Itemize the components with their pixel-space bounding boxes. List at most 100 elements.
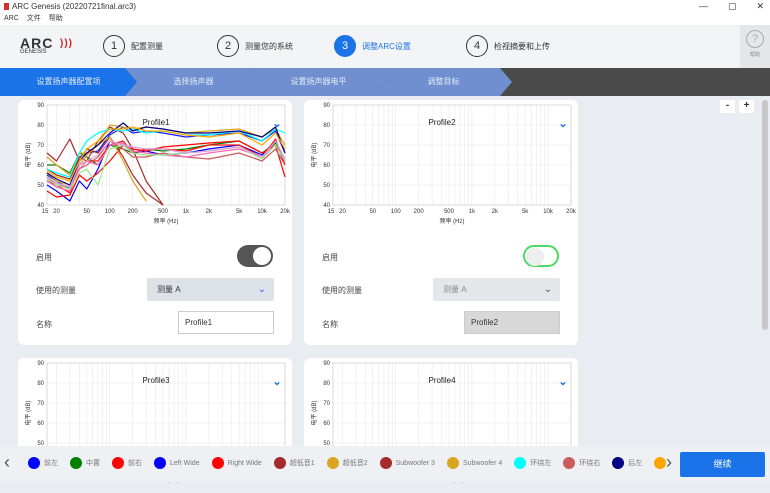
legend-dot	[28, 457, 40, 469]
measurement-select[interactable]: 测量 A ⌄	[147, 278, 274, 301]
legend-dot	[563, 457, 576, 469]
step-4[interactable]: 4 检视摘要和上传	[466, 35, 550, 57]
legend-label[interactable]: 超低音2	[342, 460, 368, 467]
name-input[interactable]: Profile2	[464, 311, 560, 334]
menu-help[interactable]: 帮助	[48, 15, 63, 22]
profile-card-4: 4050607080901520501002005001k2k5k10k20k频…	[304, 358, 578, 483]
chevron-down-icon[interactable]: ⌄	[558, 118, 567, 130]
y-axis-label: 电平 (dB)	[310, 400, 318, 425]
chevron-down-icon[interactable]: ⌄	[558, 376, 567, 388]
y-tick-label: 40	[323, 203, 330, 209]
x-tick-label: 2k	[206, 209, 213, 215]
y-tick-label: 60	[37, 163, 44, 169]
y-tick-label: 40	[37, 203, 44, 209]
restore-button[interactable]: ▢	[727, 1, 737, 11]
legend-label[interactable]: 超低音1	[289, 460, 315, 467]
x-axis-label: 频率 (Hz)	[154, 217, 179, 225]
app-icon	[4, 3, 9, 10]
chevron-down-icon[interactable]: ⌄	[272, 376, 281, 388]
y-tick-label: 70	[323, 143, 330, 149]
legend-label[interactable]: Subwoofer 4	[462, 459, 503, 467]
crumb-speaker-config[interactable]: 设置扬声器配置项	[0, 68, 137, 96]
help-icon: ?	[746, 30, 764, 48]
x-tick-label: 500	[158, 209, 169, 215]
close-button[interactable]: ✕	[756, 1, 764, 11]
plot-area	[332, 104, 572, 206]
y-tick-label: 70	[323, 401, 330, 407]
measurement-label: 使用的测量	[322, 286, 362, 295]
legend-label[interactable]: 前左	[44, 460, 58, 467]
legend-label[interactable]: Left Wide	[170, 459, 200, 467]
x-tick-label: 10k	[543, 209, 554, 215]
legend-dot	[446, 457, 459, 469]
y-tick-label: 60	[37, 421, 44, 427]
series-line	[46, 126, 286, 182]
zoom-in-button[interactable]: +	[739, 100, 754, 113]
name-label: 名称	[36, 320, 52, 329]
y-tick-label: 60	[323, 163, 330, 169]
continue-button[interactable]: 继续	[680, 452, 765, 477]
response-chart: 40 50 60 70 80 90 15 20 50 100 200 500 1k 2k 5k 10k 20k 频…	[310, 103, 577, 225]
menu-arc[interactable]: ARC	[4, 15, 19, 22]
breadcrumb: 设置扬声器配置项 选择扬声器 设置扬声器电平 调整目标	[0, 68, 770, 96]
legend-label[interactable]: 环绕右	[579, 460, 601, 467]
measurement-select[interactable]: 测量 A ⌄	[433, 278, 560, 301]
x-tick-label: 15	[42, 209, 49, 215]
legend-prev-icon[interactable]: ‹	[4, 452, 10, 472]
enable-toggle[interactable]	[523, 245, 559, 267]
y-tick-label: 90	[37, 103, 44, 109]
legend-label[interactable]: 前右	[128, 460, 142, 467]
y-axis-label: 电平 (dB)	[24, 142, 32, 167]
series-line	[46, 140, 286, 188]
crumb-adjust-target[interactable]: 调整目标	[375, 68, 512, 96]
enable-label: 启用	[322, 253, 338, 262]
profile-card-3: 4050607080901520501002005001k2k5k10k20k频…	[18, 358, 292, 483]
legend-dot	[70, 457, 82, 469]
minimize-button[interactable]: —	[698, 1, 708, 11]
arc-logo: ARC))) GENESIS	[20, 35, 73, 55]
wizard-header: ARC))) GENESIS 1 配置测量 2 测量您的系统 3 调整ARC设置 4 检视…	[0, 25, 770, 68]
name-input[interactable]: Profile1	[178, 311, 274, 334]
y-tick-label: 70	[37, 401, 44, 407]
legend-dot	[514, 457, 527, 469]
legend-label[interactable]: Right Wide	[227, 459, 262, 467]
y-tick-label: 80	[323, 123, 330, 129]
legend-next-icon[interactable]: ›	[666, 452, 672, 472]
x-tick-label: 2k	[492, 209, 499, 215]
profile-card-2: 40 50 60 70 80 90 15 20 50 100 200 500 1k 2k 5k 10k 20k 频…	[304, 100, 578, 345]
chevron-down-icon[interactable]: ⌄	[272, 118, 281, 130]
help-button[interactable]: ? 帮助	[740, 25, 770, 68]
plot-area	[46, 104, 286, 206]
y-tick-label: 50	[37, 183, 44, 189]
step-2[interactable]: 2 测量您的系统	[217, 35, 293, 57]
legend-dot	[612, 457, 625, 469]
zoom-out-button[interactable]: -	[720, 100, 735, 113]
menu-file[interactable]: 文件	[26, 15, 41, 22]
legend-dot	[112, 457, 124, 469]
x-tick-label: 100	[391, 209, 402, 215]
legend-dot	[273, 457, 286, 469]
chart-title: Profile2	[428, 118, 456, 127]
scrollbar[interactable]	[762, 100, 768, 330]
x-axis-label: 频率 (Hz)	[440, 217, 465, 225]
x-tick-label: 15	[328, 209, 335, 215]
y-tick-label: 70	[37, 143, 44, 149]
step-1[interactable]: 1 配置测量	[103, 35, 163, 57]
x-tick-label: 200	[414, 209, 425, 215]
name-label: 名称	[322, 320, 338, 329]
legend-label[interactable]: 后左	[628, 460, 643, 467]
y-tick-label: 50	[323, 441, 330, 447]
legend-label[interactable]: 中置	[86, 460, 100, 467]
y-tick-label: 90	[323, 361, 330, 367]
crumb-speaker-levels[interactable]: 设置扬声器电平	[250, 68, 387, 96]
y-axis-label: 电平 (dB)	[24, 400, 32, 425]
series-line	[46, 128, 286, 178]
legend-label[interactable]: 环绕左	[530, 460, 552, 467]
enable-toggle[interactable]	[237, 245, 273, 267]
x-tick-label: 200	[128, 209, 139, 215]
legend-dot	[154, 457, 166, 469]
crumb-select-speakers[interactable]: 选择扬声器	[125, 68, 262, 96]
profile-card-1: 40 50 60 70 80 90 15 20 50 100 200 500 1k 2k 5k 10k 20k 频…	[18, 100, 292, 345]
step-3[interactable]: 3 调整ARC设置	[334, 35, 411, 57]
legend-label[interactable]: Subwoofer 3	[395, 459, 435, 467]
